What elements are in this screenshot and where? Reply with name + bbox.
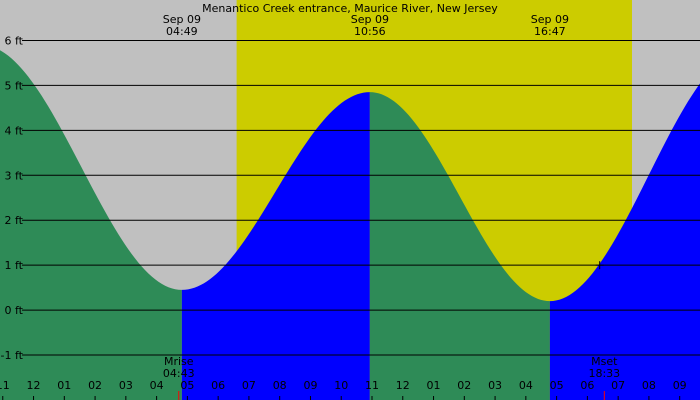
x-tick-label: 11: [0, 379, 10, 392]
tide-areas: [0, 50, 700, 400]
moon-event-label: Mset: [591, 355, 618, 368]
y-tick-label: 0 ft: [5, 304, 24, 317]
x-tick-label: 12: [396, 379, 410, 392]
extreme-time-label: 10:56: [354, 25, 386, 38]
falling-tide-area: [369, 92, 550, 400]
x-tick-label: 02: [88, 379, 102, 392]
moon-event-time: 04:43: [163, 367, 195, 380]
moon-event-label: Mrise: [164, 355, 194, 368]
falling-tide-area: [0, 50, 182, 400]
y-tick-label: -1 ft: [1, 349, 24, 362]
y-tick-label: 3 ft: [5, 169, 24, 182]
x-tick-label: 10: [334, 379, 348, 392]
x-tick-label: 02: [457, 379, 471, 392]
x-tick-label: 03: [488, 379, 502, 392]
chart-title: Menantico Creek entrance, Maurice River,…: [202, 2, 498, 15]
x-tick-label: 08: [273, 379, 287, 392]
y-tick-label: 2 ft: [5, 214, 24, 227]
x-tick-label: 09: [303, 379, 317, 392]
extreme-date-label: Sep 09: [163, 13, 201, 26]
x-tick-label: 06: [211, 379, 225, 392]
height-gridlines: [22, 39, 700, 356]
extreme-time-label: 16:47: [534, 25, 566, 38]
moon-event-time: 18:33: [588, 367, 620, 380]
x-tick-label: 03: [119, 379, 133, 392]
x-tick-label: 06: [580, 379, 594, 392]
x-tick-label: 11: [365, 379, 379, 392]
y-tick-label: 6 ft: [5, 34, 24, 47]
x-tick-label: 08: [642, 379, 656, 392]
x-tick-label: 01: [427, 379, 441, 392]
extreme-date-label: Sep 09: [351, 13, 389, 26]
y-tick-label: 5 ft: [5, 79, 24, 92]
x-tick-label: 01: [57, 379, 71, 392]
x-tick-label: 04: [150, 379, 164, 392]
current-level-marker: [595, 261, 604, 270]
y-tick-label: 1 ft: [5, 259, 24, 272]
extreme-time-label: 04:49: [166, 25, 198, 38]
x-tick-label: 05: [180, 379, 194, 392]
y-tick-label: 4 ft: [5, 124, 24, 137]
x-tick-label: 12: [27, 379, 41, 392]
rising-tide-area: [181, 92, 370, 400]
x-tick-label: 09: [673, 379, 687, 392]
x-tick-label: 04: [519, 379, 533, 392]
x-tick-label: 07: [242, 379, 256, 392]
y-axis-labels: 6 ft 5 ft 4 ft 3 ft 2 ft 1 ft 0 ft -1 ft: [1, 34, 24, 362]
extreme-date-label: Sep 09: [531, 13, 569, 26]
x-tick-label: 05: [550, 379, 564, 392]
rising-tide-area: [549, 83, 700, 400]
x-tick-label: 07: [611, 379, 625, 392]
x-axis-hour-labels: 11 12 01 02 03 04 05 06 07 08 09 10 11 12 01 02 03 04 05 06…: [0, 379, 687, 400]
